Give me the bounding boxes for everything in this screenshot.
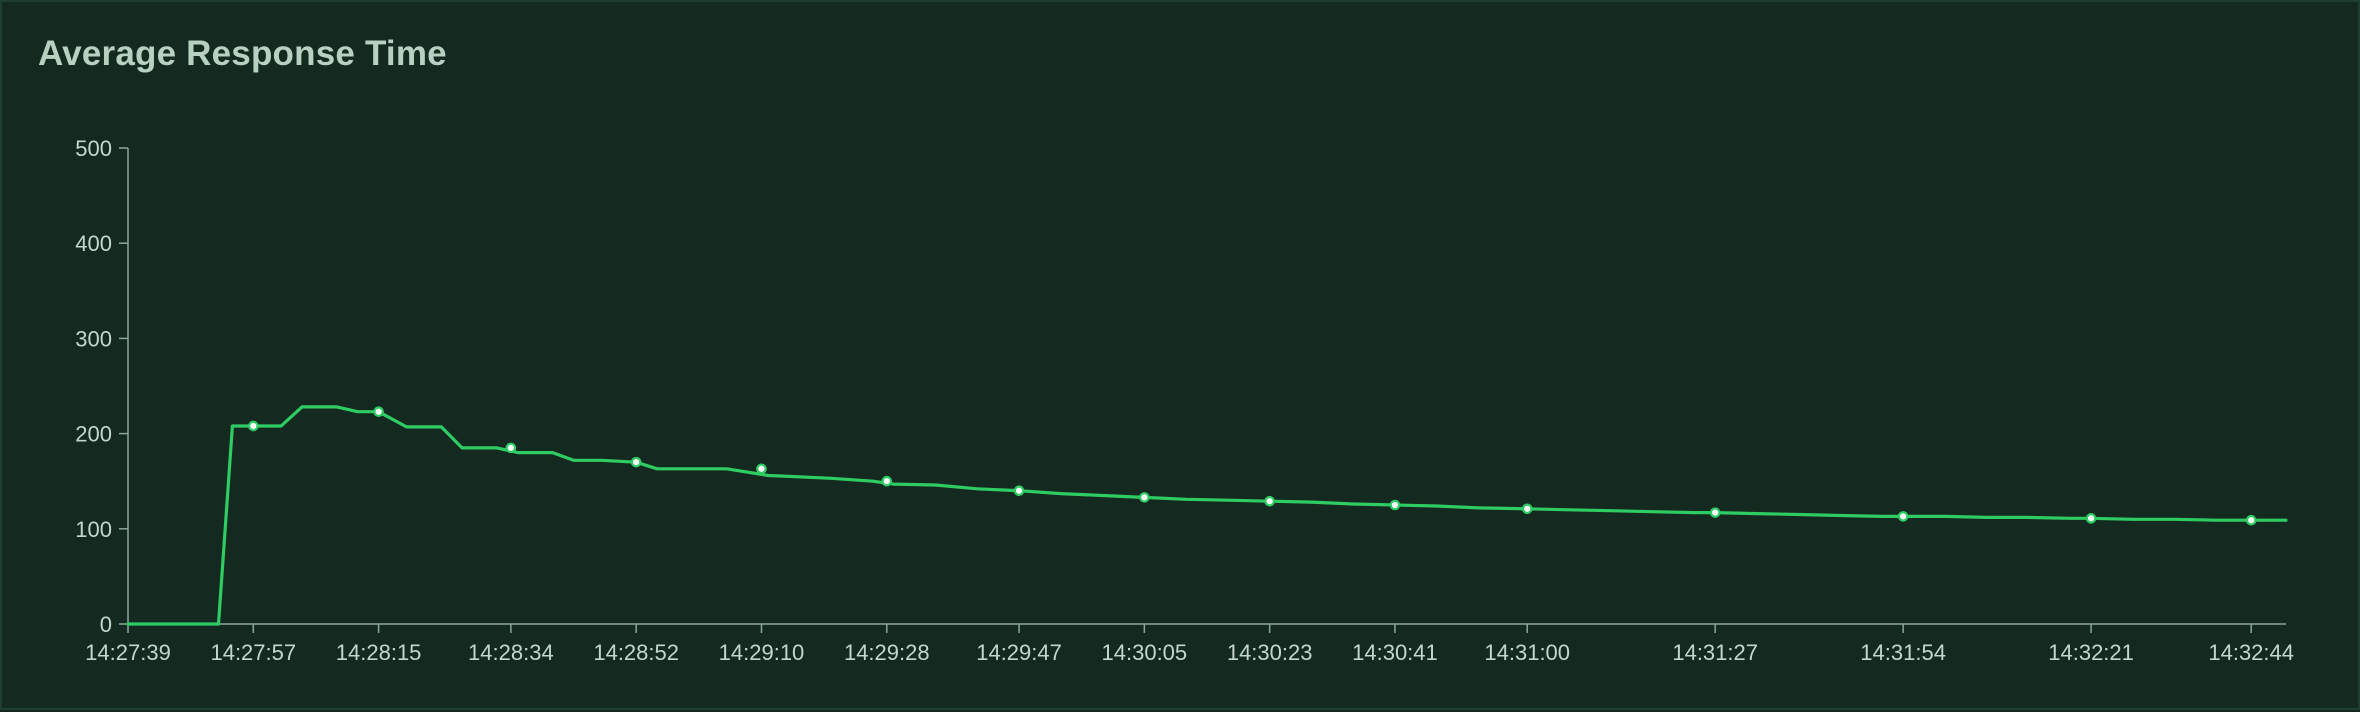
data-point-marker <box>1139 492 1150 503</box>
data-point-marker <box>1013 485 1025 497</box>
x-tick-label: 14:29:28 <box>844 640 930 665</box>
x-tick-label: 14:30:05 <box>1102 640 1188 665</box>
y-tick-label: 400 <box>75 231 112 256</box>
x-tick-label: 14:29:10 <box>719 640 805 665</box>
y-tick-label: 300 <box>75 326 112 351</box>
data-point-marker <box>505 442 517 454</box>
data-point-marker <box>756 463 767 475</box>
y-tick-label: 500 <box>75 136 112 161</box>
data-point-marker <box>1264 495 1275 507</box>
y-tick-label: 100 <box>75 517 112 542</box>
x-tick-label: 14:31:54 <box>1860 640 1946 665</box>
x-tick-label: 14:32:44 <box>2208 640 2294 665</box>
axes: 0 100 200 300 400 500 14:27:39 14:27:57 14:28:15… <box>75 136 2294 665</box>
x-tick-label: 14:28:52 <box>593 640 679 665</box>
x-tick-label: 14:30:23 <box>1227 640 1313 665</box>
x-tick-label: 14:29:47 <box>976 640 1062 665</box>
data-point-marker <box>1389 499 1401 511</box>
data-point-marker <box>1709 507 1721 518</box>
data-point-marker <box>1521 503 1533 515</box>
data-point-marker <box>248 420 259 432</box>
data-point-marker <box>630 456 642 468</box>
chart-title: Average Response Time <box>38 34 447 73</box>
data-point-marker <box>2245 514 2257 526</box>
y-tick-label: 200 <box>75 422 112 447</box>
x-tick-label: 14:31:00 <box>1484 640 1570 665</box>
data-point-marker <box>881 475 893 487</box>
series-line <box>126 405 2288 626</box>
x-tick-label: 14:28:34 <box>468 640 554 665</box>
data-point-marker <box>2085 513 2097 524</box>
data-point-marker <box>373 406 384 418</box>
x-tick-label: 14:28:15 <box>336 640 422 665</box>
x-tick-label: 14:32:21 <box>2048 640 2134 665</box>
x-tick-label: 14:27:57 <box>210 640 296 665</box>
data-point-marker <box>1897 511 1909 522</box>
x-tick-label: 14:27:39 <box>85 640 171 665</box>
series-layer <box>126 405 2288 626</box>
markers-layer <box>248 406 2257 526</box>
y-tick-label: 0 <box>100 612 112 637</box>
x-tick-label: 14:30:41 <box>1352 640 1438 665</box>
x-tick-label: 14:31:27 <box>1672 640 1758 665</box>
